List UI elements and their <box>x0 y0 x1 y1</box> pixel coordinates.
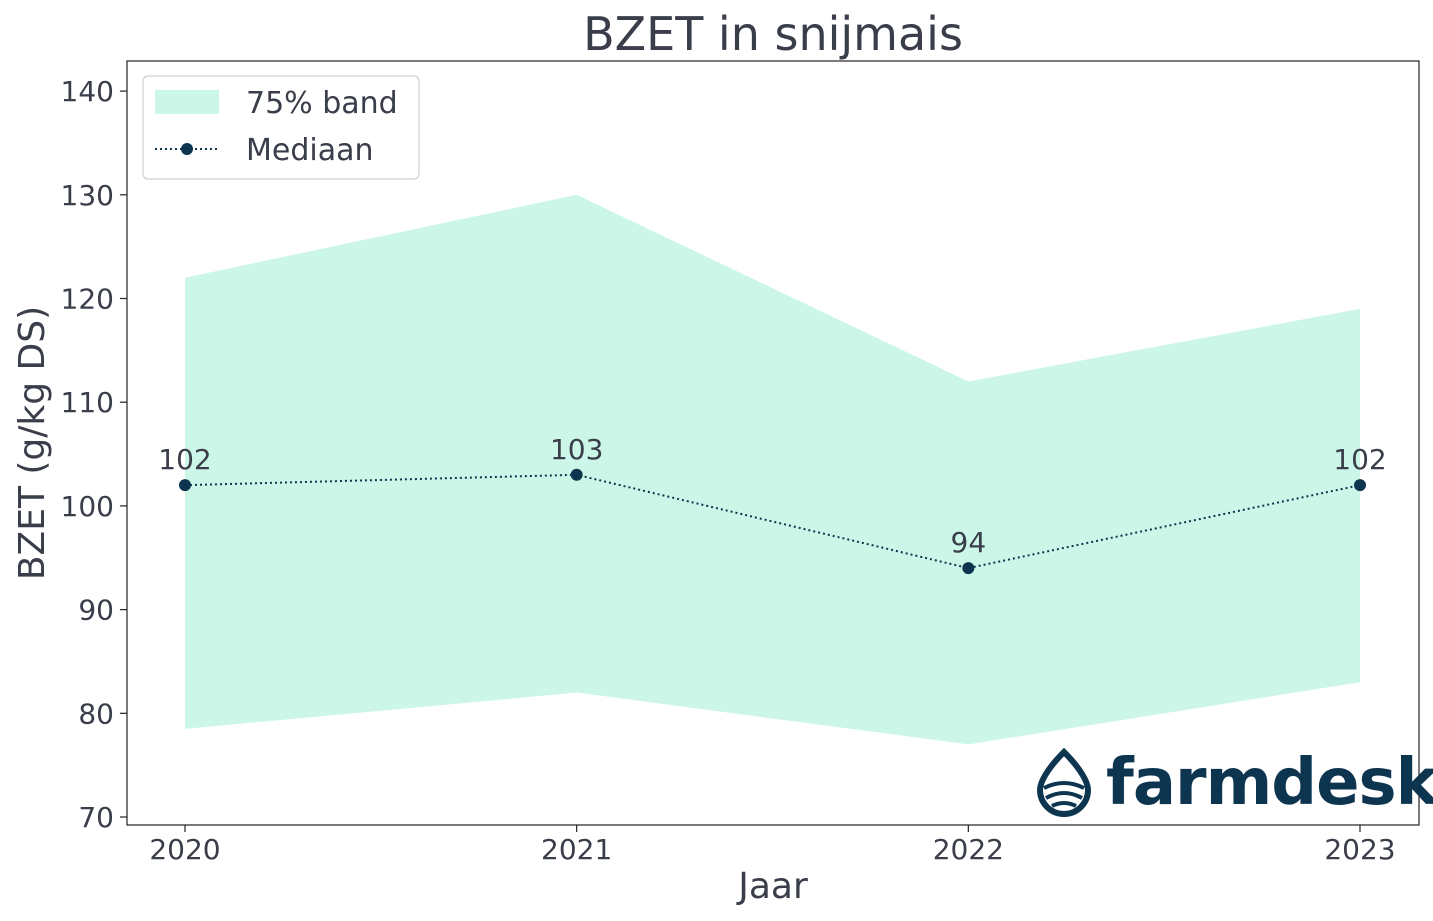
legend-median-label: Mediaan <box>246 133 374 168</box>
legend-band-swatch <box>155 90 219 114</box>
legend: 75% band Mediaan <box>142 75 420 180</box>
median-point <box>570 468 583 481</box>
y-tick-label: 120 <box>61 283 114 316</box>
median-point <box>179 479 191 492</box>
logo-text: farmdesk <box>1106 746 1433 820</box>
x-axis-label: Jaar <box>736 866 808 907</box>
y-tick-label: 80 <box>78 697 114 730</box>
y-axis-label: BZET (g/kg DS) <box>12 306 53 580</box>
y-tick-label: 100 <box>61 490 114 523</box>
plot-area: 102 103 94 102 <box>158 194 1387 745</box>
farmdesk-logo: farmdesk <box>1036 746 1433 820</box>
y-tick-label: 70 <box>78 801 114 834</box>
median-point <box>1354 479 1366 492</box>
band-area <box>185 194 1360 745</box>
data-label: 102 <box>158 443 211 476</box>
y-tick-label: 90 <box>78 594 114 627</box>
legend-band-label: 75% band <box>246 86 398 121</box>
x-tick-label: 2023 <box>1324 833 1395 866</box>
plot-frame <box>126 60 1420 826</box>
median-line <box>184 473 1361 570</box>
x-axis-ticks: 2020 2021 2022 2023 <box>149 825 1396 866</box>
x-tick-label: 2021 <box>541 833 612 866</box>
y-axis-ticks: 70 80 90 100 110 120 130 140 <box>61 75 127 834</box>
median-points <box>179 468 1366 575</box>
water-drop-icon <box>1036 747 1092 817</box>
chart-title: BZET in snijmais <box>583 7 963 61</box>
legend-median-marker <box>181 143 193 155</box>
x-tick-label: 2020 <box>149 833 220 866</box>
x-tick-label: 2022 <box>933 833 1004 866</box>
data-label: 102 <box>1333 443 1386 476</box>
y-tick-label: 110 <box>61 386 114 419</box>
median-point <box>962 562 975 575</box>
data-label: 94 <box>951 526 987 559</box>
data-labels: 102 103 94 102 <box>158 433 1386 559</box>
data-label: 103 <box>550 433 603 466</box>
y-tick-label: 130 <box>61 179 114 212</box>
y-tick-label: 140 <box>61 75 114 108</box>
